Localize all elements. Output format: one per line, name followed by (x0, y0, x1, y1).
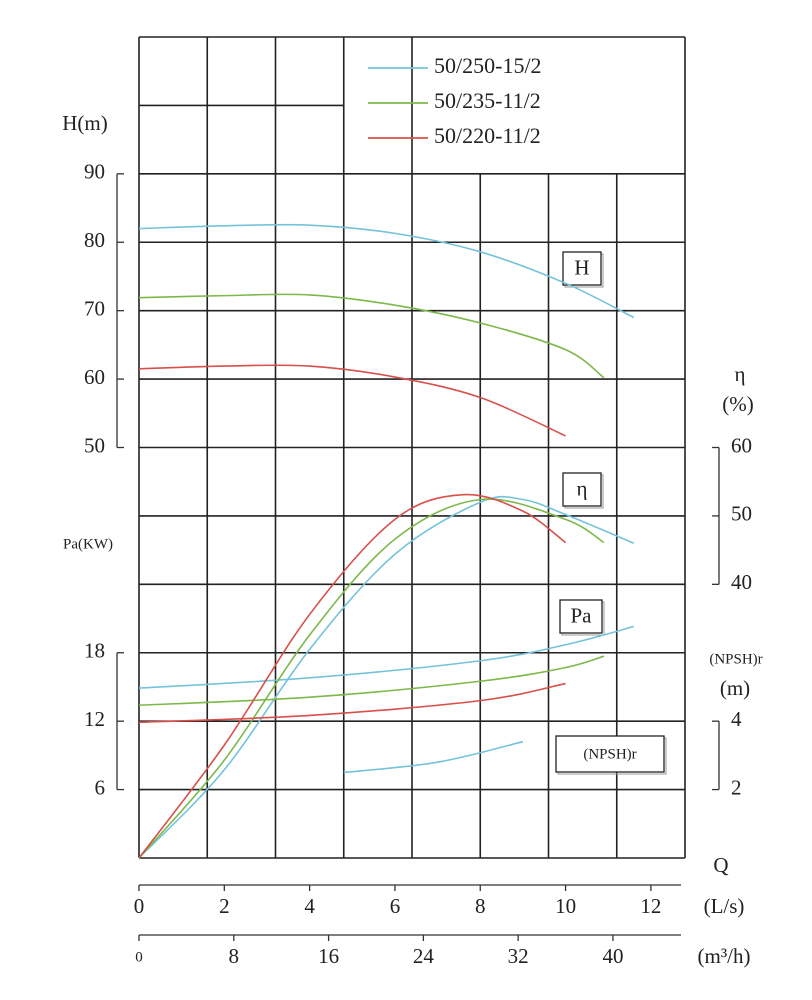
curve (138, 682, 566, 724)
annotation-box (559, 599, 603, 634)
x-tick-label: 0 (134, 894, 145, 918)
npsh-axis-title: (NPSH)r (709, 651, 762, 667)
legend-label: 50/235-11/2 (434, 88, 541, 113)
y-tick-label: 60 (84, 365, 105, 389)
annotation: (NPSH)r (583, 746, 636, 762)
y-tick-label: 80 (84, 228, 105, 252)
y-tick-label: 50 (84, 433, 105, 457)
x-tick-label: 4 (304, 894, 315, 918)
curve (138, 655, 605, 707)
curve (138, 223, 635, 319)
x2-tick-label: 40 (602, 944, 623, 968)
y4-tick-label: 2 (731, 775, 742, 799)
annotation: H (574, 255, 589, 279)
annotation-box (562, 251, 602, 286)
x-axis-unit: (L/s) (704, 894, 745, 918)
pa-axis-title: Pa(KW) (63, 536, 113, 552)
annotation-box (562, 472, 602, 507)
x2-tick-label: 16 (318, 944, 339, 968)
annotation: Pa (571, 603, 593, 627)
x2-tick-label: 0 (135, 949, 143, 965)
curve (138, 495, 635, 859)
y-tick-label: 90 (84, 160, 105, 184)
curve (138, 293, 605, 379)
curve (138, 625, 635, 689)
y2-tick-label: 60 (731, 433, 752, 457)
curve (343, 740, 524, 774)
y2-tick-label: 50 (731, 502, 752, 526)
x2-axis-unit: (m³/h) (698, 944, 751, 968)
y3-tick-label: 6 (95, 775, 106, 799)
y3-tick-label: 12 (84, 707, 105, 731)
y2-tick-label: 40 (731, 570, 752, 594)
x2-tick-label: 24 (413, 944, 435, 968)
x-tick-label: 6 (390, 894, 401, 918)
x2-tick-label: 32 (508, 944, 529, 968)
y3-tick-label: 18 (84, 639, 105, 663)
curve (138, 364, 566, 437)
annotation: η (577, 476, 588, 500)
x-tick-label: 8 (475, 894, 486, 918)
h-axis-title: H(m) (62, 111, 108, 135)
y-tick-label: 70 (84, 296, 105, 320)
npsh-axis-unit: (m) (720, 676, 750, 700)
x2-tick-label: 8 (229, 944, 240, 968)
curve (138, 498, 605, 859)
x-tick-label: 12 (640, 894, 661, 918)
x-tick-label: 2 (219, 894, 230, 918)
eta-axis-title: η (735, 362, 746, 386)
legend-label: 50/250-15/2 (434, 53, 542, 78)
eta-axis-unit: (%) (722, 392, 753, 416)
x-axis-title: Q (713, 853, 728, 877)
y4-tick-label: 4 (731, 707, 742, 731)
legend-label: 50/220-11/2 (434, 123, 541, 148)
x-tick-label: 10 (555, 894, 576, 918)
curve (138, 493, 567, 859)
annotation-box (555, 735, 665, 773)
